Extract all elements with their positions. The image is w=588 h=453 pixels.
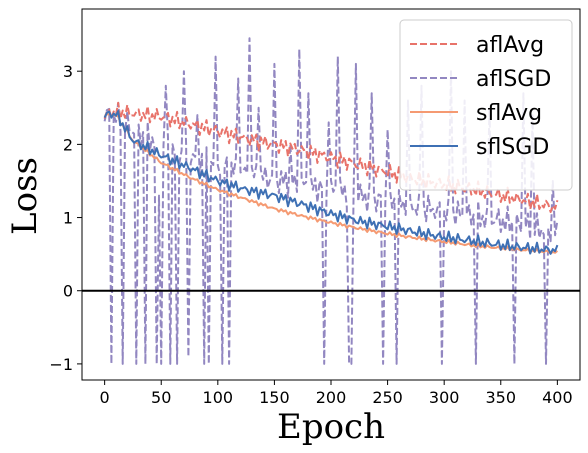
y-axis-ticks: −1 0 1 2 3 — [49, 62, 82, 374]
x-tick-label: 50 — [151, 388, 171, 407]
y-tick-label: −1 — [49, 355, 73, 374]
series-line-sflSGD — [103, 110, 559, 255]
x-tick-label: 0 — [100, 388, 110, 407]
y-tick-label: 0 — [63, 282, 73, 301]
legend: aflAvg aflSGD sflAvg sflSGD — [399, 19, 573, 191]
x-axis-title: Epoch — [277, 407, 385, 447]
series-line-aflSGD — [103, 37, 559, 365]
series-line-aflAvg — [103, 101, 559, 213]
x-tick-label: 400 — [542, 388, 573, 407]
x-tick-label: 300 — [429, 388, 460, 407]
y-tick-label: 1 — [63, 209, 73, 228]
x-tick-label: 250 — [372, 388, 403, 407]
y-tick-label: 2 — [63, 135, 73, 154]
legend-label-aflAvg: aflAvg — [476, 33, 544, 58]
y-tick-label: 3 — [63, 62, 73, 81]
legend-label-aflSGD: aflSGD — [476, 67, 551, 92]
legend-label-sflSGD: sflSGD — [476, 135, 549, 160]
x-tick-label: 350 — [485, 388, 516, 407]
x-tick-label: 200 — [316, 388, 347, 407]
x-axis-ticks: 0 50 100 150 200 250 300 350 400 — [100, 380, 573, 407]
x-tick-label: 150 — [259, 388, 290, 407]
series-line-sflAvg — [104, 113, 559, 255]
plot-area — [103, 37, 559, 365]
legend-box — [399, 19, 573, 191]
x-tick-label: 100 — [203, 388, 234, 407]
legend-label-sflAvg: sflAvg — [476, 101, 542, 126]
y-axis-title: Loss — [5, 157, 45, 235]
